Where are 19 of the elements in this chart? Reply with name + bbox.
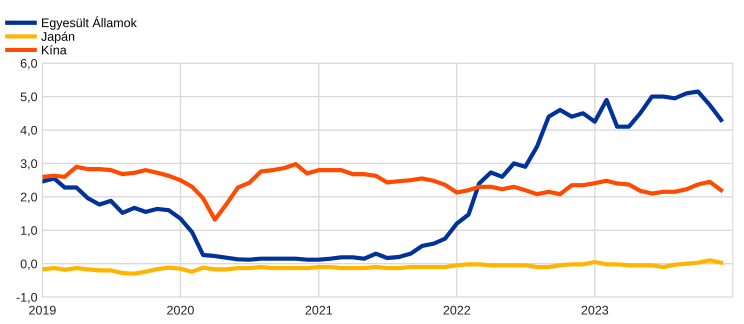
legend-label: Japán bbox=[41, 32, 74, 44]
x-tick-label: 2022 bbox=[444, 306, 470, 315]
line-series bbox=[42, 258, 724, 276]
y-tick-label: -1,0 bbox=[16, 292, 38, 304]
y-tick-label: 3,0 bbox=[20, 159, 38, 170]
x-tick-label: 2019 bbox=[29, 306, 56, 315]
x-tick-label: 2021 bbox=[306, 306, 332, 315]
x-tick-label: 2020 bbox=[167, 306, 194, 315]
y-tick-label: 4,0 bbox=[20, 126, 38, 136]
y-tick-label: 2,0 bbox=[20, 192, 38, 203]
y-tick-label: 1,0 bbox=[21, 226, 38, 236]
line-series bbox=[42, 162, 724, 222]
legend-label: Kína bbox=[42, 45, 67, 54]
legend-label: Egyesült Államok bbox=[42, 16, 137, 30]
line-series bbox=[42, 90, 724, 262]
y-tick-label: 6,0 bbox=[20, 58, 38, 70]
x-tick-label: 2023 bbox=[582, 306, 608, 315]
y-tick-label: 0,0 bbox=[20, 259, 38, 270]
y-tick-label: 5,0 bbox=[20, 92, 38, 103]
